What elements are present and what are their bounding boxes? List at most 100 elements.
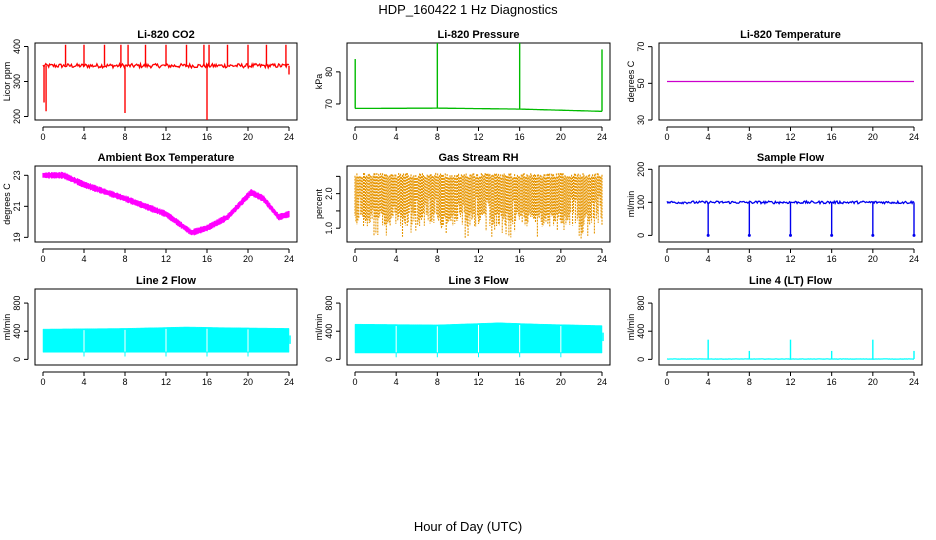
y-tick-label: 2.0	[324, 187, 334, 200]
plot-frame	[346, 288, 611, 366]
x-tick-label: 8	[435, 377, 440, 387]
panel-title: Li-820 Pressure	[438, 29, 520, 41]
spike-point	[912, 233, 916, 237]
y-tick-label: 1.0	[324, 222, 334, 235]
y-tick-label: 300	[12, 74, 22, 89]
x-tick-label: 24	[597, 132, 607, 142]
y-tick-label: 400	[12, 324, 22, 339]
y-tick-label: 70	[636, 42, 646, 52]
x-tick-label: 16	[202, 377, 212, 387]
x-tick-label: 4	[394, 132, 399, 142]
panel-title: Gas Stream RH	[438, 152, 518, 164]
spike-point	[747, 233, 751, 237]
panel-title: Ambient Box Temperature	[98, 152, 235, 164]
x-tick-label: 20	[243, 377, 253, 387]
x-tick-label: 12	[473, 254, 483, 264]
y-tick-label: 400	[12, 39, 22, 54]
y-tick-label: 23	[12, 170, 22, 180]
plot-frame	[658, 288, 923, 366]
y-tick-label: 400	[324, 324, 334, 339]
panel-title: Li-820 CO2	[137, 29, 194, 41]
x-tick-label: 20	[556, 132, 566, 142]
figure-x-axis-label: Hour of Day (UTC)	[414, 519, 522, 534]
x-tick-label: 16	[827, 132, 837, 142]
x-tick-label: 0	[40, 132, 45, 142]
x-tick-label: 20	[868, 377, 878, 387]
plot-frame	[34, 42, 298, 121]
x-tick-label: 24	[597, 254, 607, 264]
y-tick-label: 0	[12, 357, 22, 362]
y-tick-label: 70	[324, 99, 334, 109]
x-tick-label: 24	[909, 254, 919, 264]
x-tick-label: 0	[352, 254, 357, 264]
x-tick-label: 16	[827, 254, 837, 264]
y-tick-label: 0	[636, 233, 646, 238]
x-tick-label: 4	[81, 254, 86, 264]
x-tick-label: 12	[161, 132, 171, 142]
x-tick-label: 4	[394, 254, 399, 264]
x-tick-label: 0	[352, 377, 357, 387]
x-tick-label: 8	[747, 132, 752, 142]
x-axis: 0 4 8 12 16 20 24	[352, 371, 607, 387]
y-tick-label: 19	[12, 232, 22, 242]
x-tick-label: 16	[202, 132, 212, 142]
spike-point	[830, 233, 834, 237]
x-tick-label: 20	[243, 254, 253, 264]
y-tick-label: 0	[636, 357, 646, 362]
y-axis: 0 400 800	[324, 296, 341, 362]
x-tick-label: 4	[81, 377, 86, 387]
spike-point	[789, 233, 792, 237]
x-tick-label: 0	[352, 132, 357, 142]
x-tick-label: 4	[706, 377, 711, 387]
x-tick-label: 24	[597, 377, 607, 387]
x-tick-label: 12	[161, 377, 171, 387]
x-tick-label: 8	[122, 132, 127, 142]
y-axis: 19 21 23	[12, 170, 29, 242]
figure-title: HDP_160422 1 Hz Diagnostics	[378, 2, 558, 17]
y-axis: 0 400 800	[12, 296, 29, 362]
plot-frame	[658, 42, 923, 121]
x-axis: 0 4 8 12 16 20 24	[40, 126, 294, 142]
y-tick-label: 30	[636, 115, 646, 125]
x-tick-label: 0	[40, 254, 45, 264]
x-tick-label: 20	[556, 377, 566, 387]
x-tick-label: 12	[785, 132, 795, 142]
x-tick-label: 12	[473, 132, 483, 142]
y-axis: 70 80	[324, 67, 341, 109]
x-tick-label: 0	[40, 377, 45, 387]
panel-title: Li-820 Temperature	[740, 29, 841, 41]
y-axis-label: degrees C	[626, 60, 636, 102]
x-tick-label: 4	[706, 132, 711, 142]
y-axis-label: Licor ppm	[2, 62, 12, 102]
panel-title: Line 3 Flow	[449, 275, 509, 287]
y-axis: 200 300 400	[12, 39, 29, 124]
y-tick-label: 200	[636, 162, 646, 177]
x-tick-label: 24	[284, 377, 294, 387]
panel-title: Line 4 (LT) Flow	[749, 275, 832, 287]
x-tick-label: 4	[81, 132, 86, 142]
y-axis: 0 400 800	[636, 296, 653, 362]
y-tick-label: 800	[12, 296, 22, 311]
y-axis-label: degrees C	[2, 183, 12, 225]
x-axis: 0 4 8 12 16 20 24	[352, 248, 607, 264]
plot-frame	[658, 165, 923, 243]
y-tick-label: 21	[12, 201, 22, 211]
panel-temperature: Li-820 Temperature 0 4 8 12 16 20 24 30 50 70degre…	[626, 29, 923, 142]
x-tick-label: 8	[122, 377, 127, 387]
x-tick-label: 12	[473, 377, 483, 387]
x-tick-label: 0	[664, 377, 669, 387]
x-axis: 0 4 8 12 16 20 24	[664, 248, 919, 264]
y-tick-label: 80	[324, 67, 334, 77]
x-tick-label: 24	[909, 132, 919, 142]
x-axis: 0 4 8 12 16 20 24	[352, 126, 607, 142]
x-tick-label: 20	[868, 132, 878, 142]
x-tick-label: 12	[161, 254, 171, 264]
plot-frame	[346, 165, 611, 243]
x-tick-label: 8	[435, 132, 440, 142]
plot-frame	[34, 288, 298, 366]
x-tick-label: 16	[202, 254, 212, 264]
plot-frame	[346, 42, 611, 121]
